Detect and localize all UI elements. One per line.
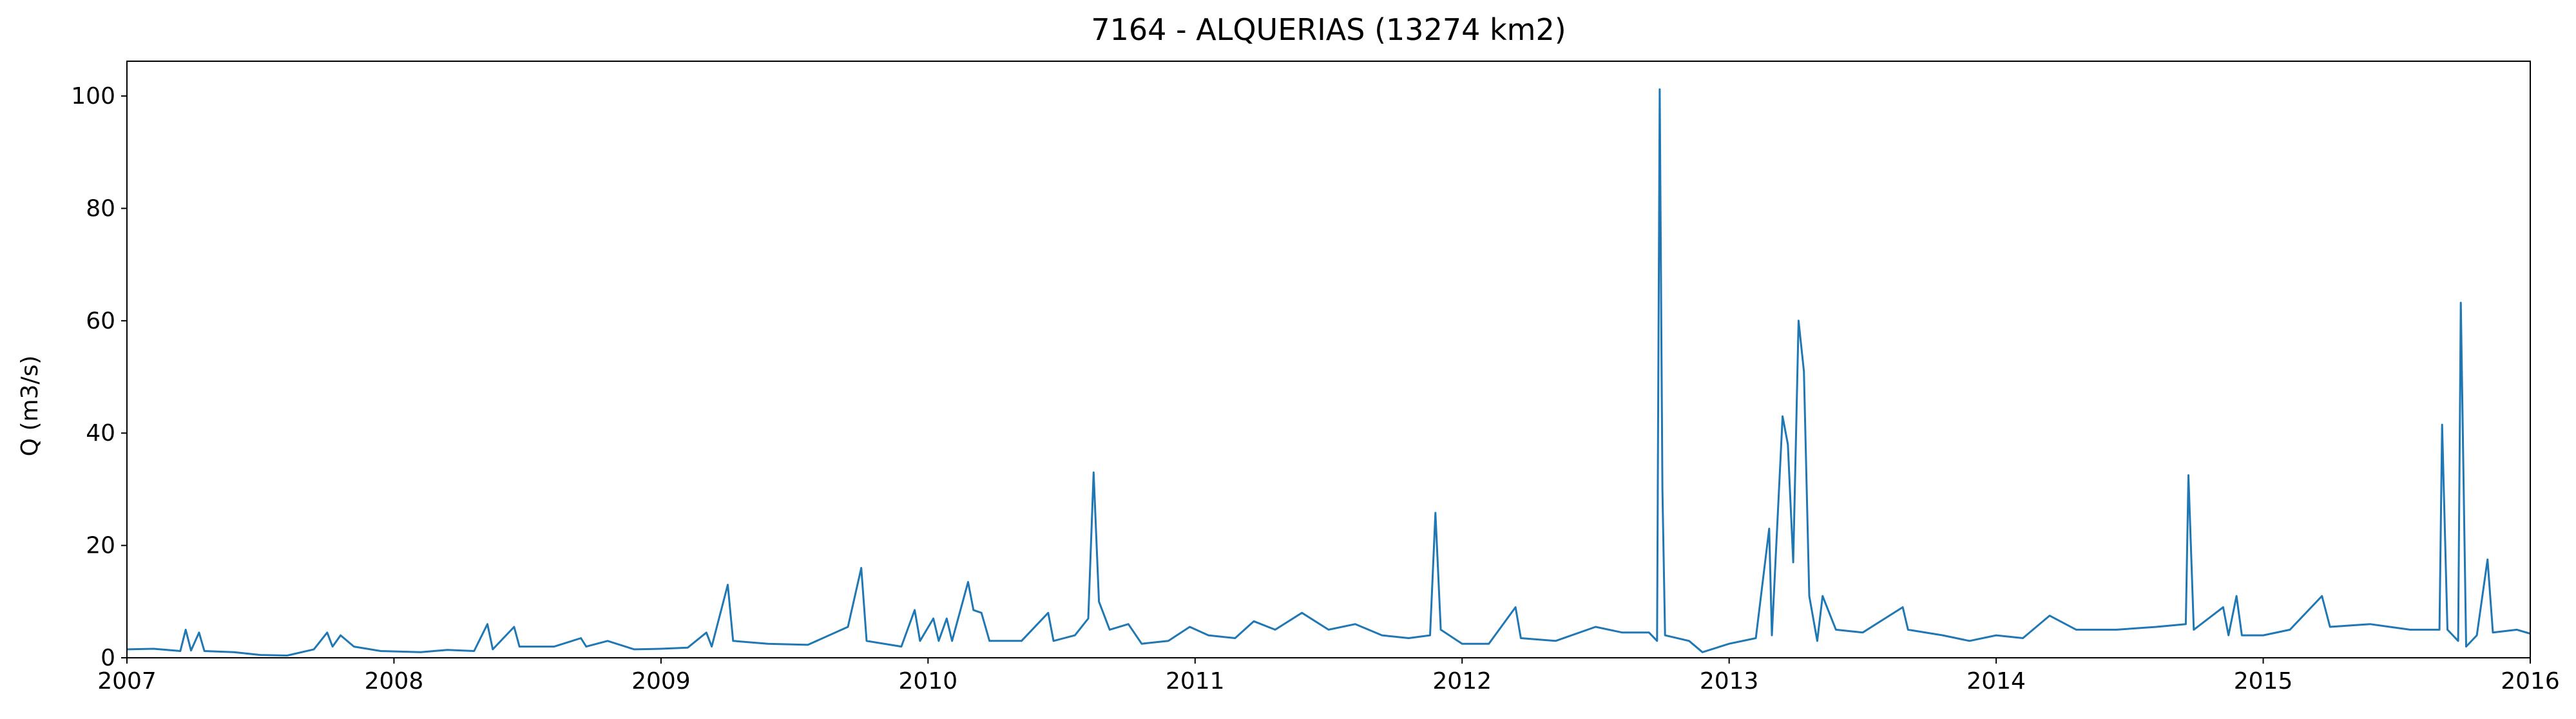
y-tick-label: 0 xyxy=(101,645,115,671)
x-tick-label: 2010 xyxy=(899,668,958,695)
x-tick-label: 2008 xyxy=(365,668,424,695)
x-tick-label: 2013 xyxy=(1700,668,1759,695)
y-tick-label: 60 xyxy=(86,308,115,334)
x-tick-label: 2014 xyxy=(1966,668,2026,695)
data-line xyxy=(126,88,2531,657)
y-tick-label: 100 xyxy=(71,83,115,110)
x-tick-label: 2009 xyxy=(631,668,691,695)
x-tick-label: 2012 xyxy=(1432,668,1492,695)
plot-frame xyxy=(126,61,2531,658)
y-tick-label: 40 xyxy=(86,420,115,446)
y-axis-label: Q (m3/s) xyxy=(17,356,43,457)
y-tick-label: 20 xyxy=(86,533,115,559)
x-tick-label: 2007 xyxy=(97,668,157,695)
x-tick-label: 2015 xyxy=(2234,668,2293,695)
chart-title: 7164 - ALQUERIAS (13274 km2) xyxy=(1091,12,1566,47)
x-tick-label: 2011 xyxy=(1166,668,1225,695)
y-tick-label: 80 xyxy=(86,195,115,222)
x-tick-label: 2016 xyxy=(2501,668,2560,695)
